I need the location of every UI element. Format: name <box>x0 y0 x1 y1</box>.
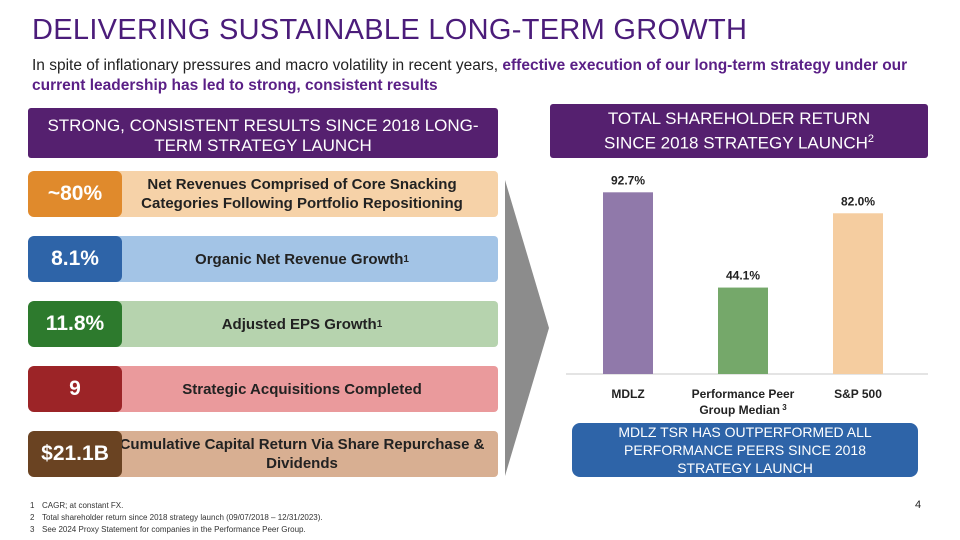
chart-category-label: MDLZ <box>611 387 644 401</box>
metric-footnote: 1 <box>376 318 383 330</box>
metric-row: Cumulative Capital Return Via Share Repu… <box>28 431 498 477</box>
tsr-bar-chart: 92.7% MDLZ 44.1% Performance Peer Group Medi… <box>566 173 928 417</box>
metric-value-badge: ~80% <box>28 171 122 217</box>
metric-bar: Net Revenues Comprised of Core Snacking … <box>88 171 498 217</box>
metric-bar: Adjusted EPS Growth 1 <box>88 301 498 347</box>
metric-row: Strategic Acquisitions Completed 9 <box>28 366 498 412</box>
footnote-number: 2 <box>30 513 35 522</box>
chart-data-label: 82.0% <box>841 194 875 208</box>
metric-label: Adjusted EPS Growth <box>221 315 377 333</box>
footnotes: 1 CAGR; at constant FX. 2 Total shareholde… <box>30 500 323 536</box>
right-section-header: TOTAL SHAREHOLDER RETURN SINCE 2018 STRAT… <box>550 104 928 158</box>
footnote-text: Total shareholder return since 2018 stra… <box>42 513 323 522</box>
metric-bar: Cumulative Capital Return Via Share Repu… <box>88 431 498 477</box>
footnote: 1 CAGR; at constant FX. <box>30 500 323 512</box>
right-header-line2: SINCE 2018 STRATEGY LAUNCH <box>603 133 868 153</box>
chart-data-label: 92.7% <box>611 173 645 187</box>
footnote-text: See 2024 Proxy Statement for companies i… <box>42 525 306 534</box>
metric-value-badge: $21.1B <box>28 431 122 477</box>
page-title: DELIVERING SUSTAINABLE LONG-TERM GROWTH <box>32 14 748 46</box>
metric-label: Cumulative Capital Return Via Share Repu… <box>119 436 485 472</box>
footnote: 2 Total shareholder return since 2018 str… <box>30 512 323 524</box>
metric-row: Adjusted EPS Growth 1 11.8% <box>28 301 498 347</box>
metric-value-badge: 11.8% <box>28 301 122 347</box>
subtitle: In spite of inflationary pressures and m… <box>32 56 932 96</box>
chart-data-label: 44.1% <box>726 269 760 283</box>
metric-label: Organic Net Revenue Growth <box>195 250 404 268</box>
chart-category-label: Performance Peer <box>692 387 795 401</box>
right-header-line1: TOTAL SHAREHOLDER RETURN <box>607 108 871 128</box>
metric-value-badge: 8.1% <box>28 236 122 282</box>
chart-category-label: S&P 500 <box>834 387 882 401</box>
metric-footnote: 1 <box>403 253 409 265</box>
left-section-header: STRONG, CONSISTENT RESULTS SINCE 2018 LO… <box>28 108 498 158</box>
metric-bar: Organic Net Revenue Growth 1 <box>88 236 498 282</box>
metric-bar: Strategic Acquisitions Completed <box>88 366 498 412</box>
chart-bar <box>833 213 883 374</box>
metric-row: Net Revenues Comprised of Core Snacking … <box>28 171 498 217</box>
chevron-arrow-icon <box>505 180 549 476</box>
subtitle-plain: In spite of inflationary pressures and m… <box>32 57 503 74</box>
metric-label: Net Revenues Comprised of Core Snacking … <box>141 176 463 212</box>
metric-label: Strategic Acquisitions Completed <box>182 380 422 398</box>
chart-category-label: Group Median 3 <box>699 403 787 417</box>
metric-row: Organic Net Revenue Growth 1 8.1% <box>28 236 498 282</box>
right-header-footnote: 2 <box>867 132 875 145</box>
subtitle-highlight: effective execution of our long-term str… <box>32 57 908 94</box>
footnote: 3 See 2024 Proxy Statement for companies … <box>30 524 323 536</box>
footnote-text: CAGR; at constant FX. <box>42 501 124 510</box>
chart-bar <box>718 287 768 374</box>
page-number: 4 <box>915 499 922 511</box>
chart-category-footnote: 3 <box>780 403 787 412</box>
footnote-number: 3 <box>30 525 35 534</box>
metric-value-badge: 9 <box>28 366 122 412</box>
chart-bar <box>603 192 653 374</box>
tsr-callout: MDLZ TSR HAS OUTPERFORMED ALL PERFORMANC… <box>572 423 918 477</box>
footnote-number: 1 <box>30 501 35 510</box>
